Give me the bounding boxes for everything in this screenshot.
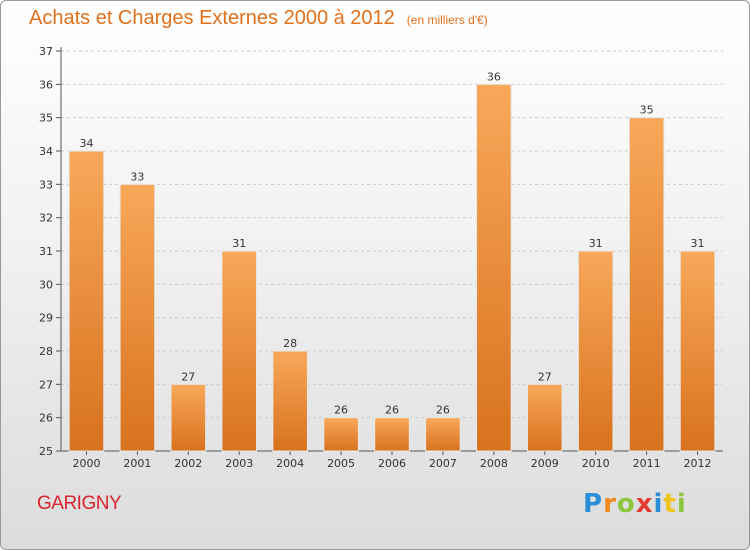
bar xyxy=(68,150,105,452)
bar-value-label: 28 xyxy=(283,337,297,350)
bar xyxy=(170,383,207,452)
x-tick-label: 2006 xyxy=(378,457,406,470)
logo-letter: i xyxy=(653,489,664,519)
y-tick-label: 34 xyxy=(39,145,53,158)
x-tick-label: 2002 xyxy=(174,457,202,470)
y-tick-label: 35 xyxy=(39,112,53,125)
axes xyxy=(56,47,723,455)
x-tick-label: 2009 xyxy=(531,457,559,470)
logo-letter: t xyxy=(663,489,677,519)
logo-letter: r xyxy=(603,489,617,519)
x-tick-label: 2007 xyxy=(429,457,457,470)
logo-letter: x xyxy=(635,489,654,519)
y-tick-label: 33 xyxy=(39,178,53,191)
bar-value-label: 27 xyxy=(538,370,552,383)
chart-title: Achats et Charges Externes 2000 à 2012 xyxy=(29,7,395,29)
proxiti-logo: Proxiti xyxy=(583,489,687,519)
chart-subtitle: (en milliers d'€) xyxy=(406,13,488,27)
x-tick-label: 2004 xyxy=(276,457,304,470)
x-tick-label: 2010 xyxy=(582,457,610,470)
y-tick-label: 37 xyxy=(39,45,53,58)
y-tick-label: 26 xyxy=(39,412,53,425)
bar xyxy=(221,250,258,452)
x-tick-label: 2011 xyxy=(633,457,661,470)
title-line: Achats et Charges Externes 2000 à 2012 (… xyxy=(29,7,488,30)
bar xyxy=(425,417,461,452)
bar-value-label: 26 xyxy=(334,404,348,417)
bar xyxy=(374,417,410,452)
bar xyxy=(272,350,308,452)
bar xyxy=(526,383,563,452)
y-tick-label: 32 xyxy=(39,212,53,225)
y-tick-label: 30 xyxy=(39,278,53,291)
x-tick-label: 2012 xyxy=(684,457,712,470)
bar xyxy=(323,417,359,452)
y-tick-label: 27 xyxy=(39,378,53,391)
logo-letter: i xyxy=(676,489,687,519)
bar xyxy=(577,250,614,452)
bar-value-label: 33 xyxy=(130,170,144,183)
y-tick-label: 28 xyxy=(39,345,53,358)
bar-value-label: 31 xyxy=(691,237,705,250)
bar xyxy=(679,250,716,452)
y-tick-label: 36 xyxy=(39,78,53,91)
bar xyxy=(119,183,156,452)
grid-lines xyxy=(61,50,723,452)
labels: 25 26 27 28 29 30 31 32 33 34 35 36 37 34 2000 33 2001 27… xyxy=(39,45,712,470)
x-tick-label: 2008 xyxy=(480,457,508,470)
bars xyxy=(68,83,716,452)
logo-letter: P xyxy=(583,489,604,519)
bar-value-label: 34 xyxy=(79,137,93,150)
x-tick-label: 2005 xyxy=(327,457,355,470)
x-tick-label: 2003 xyxy=(225,457,253,470)
y-tick-label: 25 xyxy=(39,445,53,458)
x-tick-label: 2001 xyxy=(123,457,151,470)
bar-value-label: 35 xyxy=(640,104,654,117)
bar xyxy=(476,83,512,452)
bar-value-label: 27 xyxy=(181,370,195,383)
bar-value-label: 26 xyxy=(385,404,399,417)
bar-value-label: 31 xyxy=(232,237,246,250)
bar-value-label: 26 xyxy=(436,404,450,417)
bar-value-label: 31 xyxy=(589,237,603,250)
logo-letter: o xyxy=(616,489,636,519)
y-tick-label: 29 xyxy=(39,312,53,325)
y-tick-label: 31 xyxy=(39,245,53,258)
bar-value-label: 36 xyxy=(487,70,501,83)
x-tick-label: 2000 xyxy=(72,457,100,470)
bar xyxy=(628,117,665,452)
commune-name: GARIGNY xyxy=(37,493,122,514)
